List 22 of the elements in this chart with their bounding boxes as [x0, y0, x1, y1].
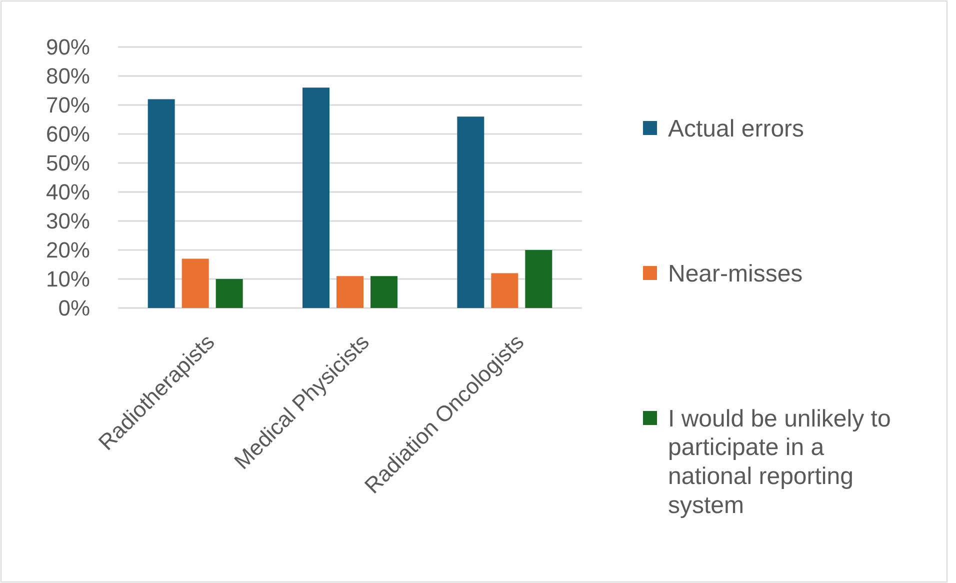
bar — [148, 99, 175, 308]
bar — [525, 250, 552, 308]
y-tick-label: 30% — [46, 208, 90, 234]
bar — [336, 276, 364, 308]
y-tick-label: 50% — [46, 150, 90, 176]
y-tick-label: 20% — [46, 238, 90, 263]
bar — [457, 116, 484, 308]
y-tick-label: 70% — [46, 92, 90, 118]
bar — [491, 273, 518, 308]
y-tick-label: 40% — [46, 180, 90, 205]
legend-label: Actual errors — [668, 115, 804, 142]
bar — [370, 276, 398, 308]
y-tick-label: 60% — [46, 122, 90, 147]
bar — [182, 258, 209, 308]
bar — [216, 279, 243, 308]
y-tick-label: 80% — [46, 64, 90, 89]
bar — [302, 88, 330, 308]
y-tick-label: 0% — [58, 296, 90, 321]
legend-label: I would be unlikely to participate in a national reporting system — [668, 405, 891, 519]
legend-label: Near-misses — [668, 260, 803, 288]
y-tick-label: 10% — [46, 266, 90, 292]
y-tick-label: 90% — [46, 34, 90, 60]
